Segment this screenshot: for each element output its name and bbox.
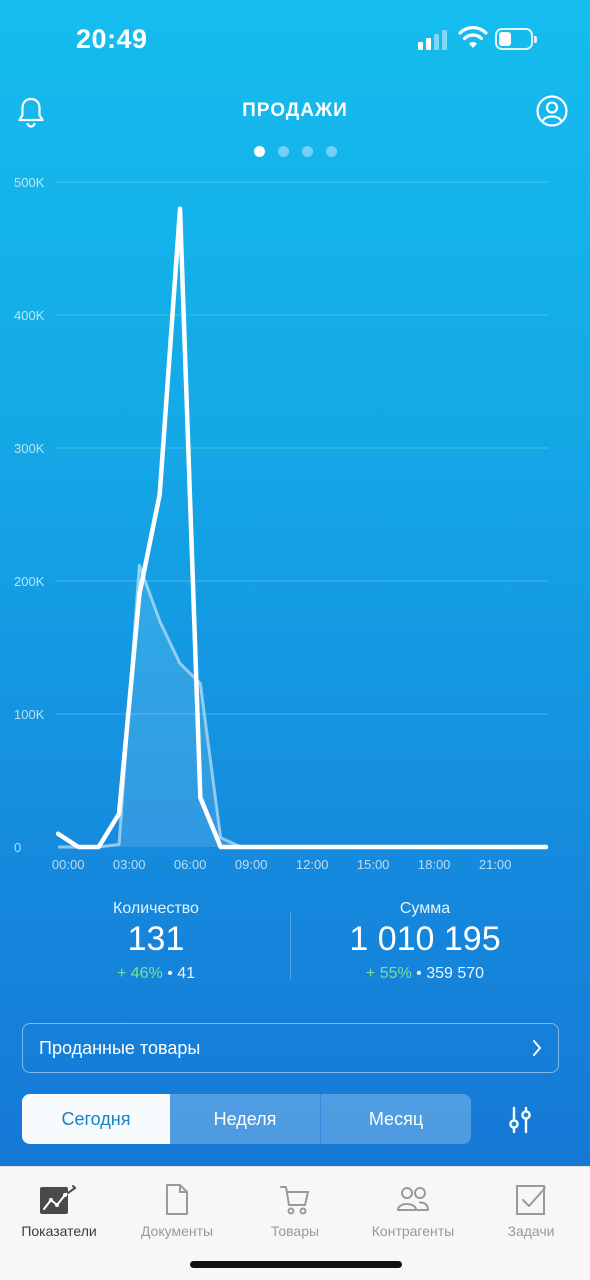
tab-today[interactable]: Сегодня — [22, 1094, 170, 1144]
quantity-stat: Количество 131 + 46% • 41 — [56, 900, 256, 983]
cart-icon — [280, 1186, 309, 1215]
nav-label-indicators: Показатели — [21, 1223, 97, 1239]
tab-week[interactable]: Неделя — [213, 1109, 277, 1129]
cellular-signal-icon — [418, 30, 450, 50]
page-dot-2[interactable] — [278, 146, 289, 157]
chevron-right-icon — [533, 1040, 541, 1056]
wifi-icon — [458, 26, 488, 48]
sales-screen: 20:49 ПРОДАЖИ 500K 400K 300K 200K 100K 0 00:00… — [0, 0, 590, 1166]
nav-item-indicators[interactable]: Показатели — [0, 1183, 118, 1239]
filter-settings-icon[interactable] — [508, 1106, 532, 1134]
nav-item-tasks[interactable]: Задачи — [472, 1183, 590, 1239]
stats-divider — [290, 912, 291, 980]
sum-value: 1 010 195 — [349, 920, 501, 958]
sum-change: + 55% — [365, 965, 412, 982]
sum-label: Сумма — [399, 900, 451, 917]
nav-item-contractors[interactable]: Контрагенты — [354, 1183, 472, 1239]
sales-chart: 500K 400K 300K 200K 100K 0 00:00 03:00 06:00 09:0… — [0, 165, 590, 885]
quantity-comparison: + 46% • 41 — [56, 965, 256, 983]
x-tick-label: 09:00 — [235, 857, 268, 872]
status-time: 20:49 — [76, 24, 148, 54]
home-indicator — [190, 1261, 402, 1268]
y-tick-label: 100K — [14, 707, 45, 722]
quantity-change: + 46% — [116, 965, 163, 982]
x-tick-label: 18:00 — [418, 857, 451, 872]
y-tick-label: 400K — [14, 308, 45, 323]
x-tick-label: 06:00 — [174, 857, 207, 872]
page-dot-3[interactable] — [302, 146, 313, 157]
contacts-icon — [397, 1187, 429, 1211]
quantity-label: Количество — [113, 900, 199, 917]
page-dot-1[interactable] — [254, 146, 265, 157]
page-title: ПРОДАЖИ — [242, 100, 348, 121]
nav-label-goods: Товары — [270, 1223, 320, 1239]
nav-label-tasks: Задачи — [507, 1223, 555, 1239]
profile-icon[interactable] — [536, 95, 568, 127]
y-tick-label: 500K — [14, 175, 45, 190]
sum-separator: • — [416, 965, 422, 982]
quantity-value: 131 — [127, 920, 185, 958]
x-tick-label: 21:00 — [479, 857, 512, 872]
chart-icon — [40, 1185, 77, 1214]
sold-goods-label: Проданные товары — [39, 1038, 201, 1058]
sales-chart-svg: 500K 400K 300K 200K 100K 0 00:00 03:00 06:00 09:0… — [14, 175, 549, 872]
battery-icon — [495, 28, 537, 50]
nav-item-goods[interactable]: Товары — [236, 1183, 354, 1239]
tasks-icon — [516, 1185, 546, 1215]
x-tick-label: 12:00 — [296, 857, 329, 872]
page-indicator[interactable] — [252, 146, 342, 158]
quantity-separator: • — [167, 965, 173, 982]
x-tick-label: 03:00 — [113, 857, 146, 872]
y-tick-label: 300K — [14, 441, 45, 456]
stats-panel: Количество 131 + 46% • 41 Сумма 1 010 19… — [0, 900, 590, 1000]
nav-label-contractors: Контрагенты — [371, 1223, 455, 1239]
nav-label-documents: Документы — [140, 1223, 214, 1239]
status-bar: 20:49 — [0, 0, 590, 80]
sold-goods-button[interactable]: Проданные товары — [22, 1023, 559, 1073]
y-tick-label: 200K — [14, 574, 45, 589]
comparison-series-area — [58, 565, 546, 847]
tab-month[interactable]: Месяц — [368, 1109, 424, 1129]
sum-previous: 359 570 — [426, 965, 485, 982]
x-tick-label: 00:00 — [52, 857, 85, 872]
page-dot-4[interactable] — [326, 146, 337, 157]
document-icon — [166, 1184, 188, 1215]
nav-item-documents[interactable]: Документы — [118, 1183, 236, 1239]
sales-series-line — [55, 206, 549, 850]
quantity-previous: 41 — [177, 965, 196, 982]
x-tick-label: 15:00 — [357, 857, 390, 872]
tab-divider — [320, 1094, 321, 1144]
bell-icon[interactable] — [17, 96, 45, 128]
sum-stat: Сумма 1 010 195 + 55% • 359 570 — [310, 900, 540, 983]
period-tabs: Сегодня Неделя Месяц — [22, 1094, 471, 1144]
y-tick-label: 0 — [14, 840, 21, 855]
sum-comparison: + 55% • 359 570 — [310, 965, 540, 983]
